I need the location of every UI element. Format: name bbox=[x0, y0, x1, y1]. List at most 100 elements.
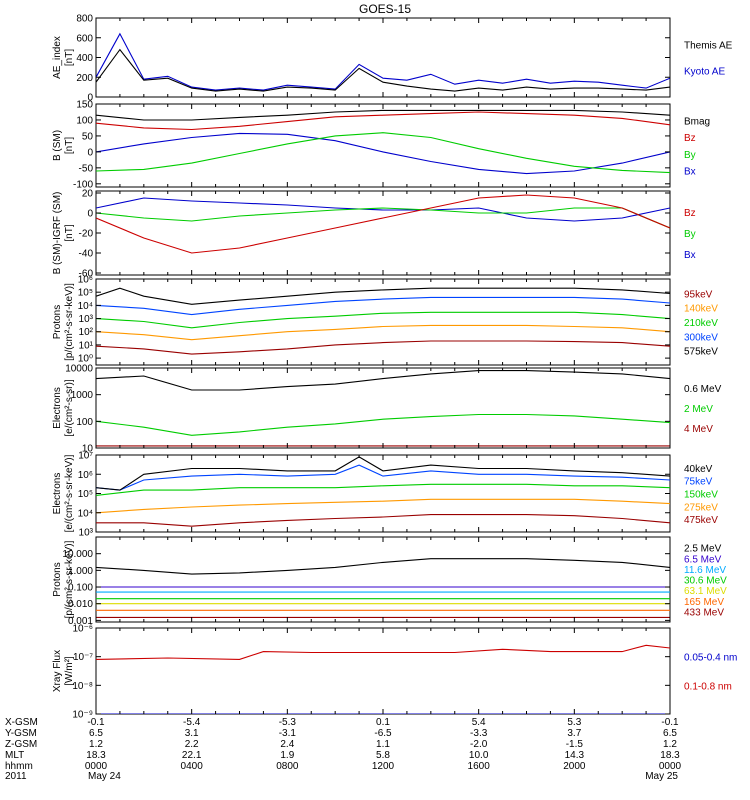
panel-frame bbox=[95, 190, 671, 276]
y-tick-label: 20 bbox=[82, 189, 94, 200]
panel-frame bbox=[95, 454, 671, 533]
x-tick-value: 10.0 bbox=[469, 750, 489, 761]
y-tick-label: 10⁻⁷ bbox=[73, 652, 93, 663]
panel-frame bbox=[95, 367, 671, 449]
x-tick-value: 2.4 bbox=[280, 739, 294, 750]
y-axis-label-line: B (SM)-IGRF (SM) bbox=[52, 192, 63, 275]
y-axis-label-line: [nT] bbox=[64, 137, 75, 154]
y-axis-label-line: Protons bbox=[52, 562, 63, 596]
x-row-label-mlt: MLT bbox=[5, 750, 24, 761]
legend-433-mev: 433 MeV bbox=[684, 607, 724, 618]
x-tick-value: 5.3 bbox=[567, 717, 581, 728]
legend-4-mev: 4 MeV bbox=[684, 424, 713, 435]
x-tick-value: 0.1 bbox=[376, 717, 390, 728]
series-line-by bbox=[96, 207, 670, 229]
x-tick-value: -3.1 bbox=[279, 728, 297, 739]
legend-by: By bbox=[684, 150, 696, 161]
y-tick-label: 10000 bbox=[65, 364, 93, 375]
x-tick-value: 2000 bbox=[563, 761, 586, 772]
y-axis-label-line: [p/(cm²-s-sr-keV)] bbox=[64, 283, 75, 361]
y-tick-label: 0 bbox=[87, 209, 93, 220]
panel-8: 10⁻⁹ 10⁻⁸ 10⁻⁷ 10⁻⁶ Xray Flux [W/m²] 0.05-0.4 … bbox=[52, 624, 737, 721]
x-tick-value: 1200 bbox=[372, 761, 395, 772]
x-tick-value: -2.0 bbox=[470, 739, 488, 750]
legend-300kev: 300keV bbox=[684, 332, 718, 343]
series-group bbox=[96, 456, 670, 527]
legend-95kev: 95keV bbox=[684, 289, 713, 300]
panel-frame bbox=[95, 103, 671, 188]
y-tick-label: 0 bbox=[87, 147, 93, 158]
series-line-300kev bbox=[96, 296, 670, 316]
y-tick-label: 100 bbox=[76, 115, 93, 126]
x-tick-value: 5.8 bbox=[376, 750, 390, 761]
legend-bmag: Bmag bbox=[684, 117, 710, 128]
legend-6-5-mev: 6.5 MeV bbox=[684, 554, 722, 565]
x-row-label-hhmm: hhmm bbox=[5, 761, 33, 772]
panel-frame bbox=[95, 17, 671, 98]
series-line-475kev bbox=[96, 514, 670, 527]
legend-0-05-0-4-nm: 0.05-0.4 nm bbox=[684, 653, 737, 664]
series-line-by bbox=[96, 132, 670, 174]
series-line-210kev bbox=[96, 311, 670, 329]
series-line-bz bbox=[96, 194, 670, 254]
x-tick-value: -6.5 bbox=[374, 728, 392, 739]
legend-2-5-mev: 2.5 MeV bbox=[684, 544, 722, 555]
series-group bbox=[96, 109, 670, 175]
x-tick-value: 0000 bbox=[659, 761, 682, 772]
x-tick-value: 14.3 bbox=[565, 750, 585, 761]
y-tick-label: 600 bbox=[76, 33, 93, 44]
y-tick-label: -50 bbox=[79, 163, 94, 174]
legend-63-1-mev: 63.1 MeV bbox=[684, 586, 727, 597]
y-axis-label: Electrons [e/(cm²-s-sr)] bbox=[52, 379, 75, 436]
legend-by: By bbox=[684, 229, 696, 240]
legend-140kev: 140keV bbox=[684, 304, 718, 315]
legend-themis-ae: Themis AE bbox=[684, 40, 733, 51]
series-line-40kev bbox=[96, 456, 670, 491]
series-group bbox=[96, 370, 670, 447]
x-tick-value: -1.5 bbox=[566, 739, 584, 750]
legend-kyoto-ae: Kyoto AE bbox=[684, 67, 725, 78]
y-tick-label: -100 bbox=[73, 179, 93, 190]
y-axis-label: AE_index [nT] bbox=[52, 36, 75, 79]
series-group bbox=[96, 194, 670, 254]
y-tick-label: 10⁴ bbox=[78, 301, 93, 312]
y-tick-label: 1000 bbox=[71, 390, 94, 401]
x-tick-value: -0.1 bbox=[661, 717, 679, 728]
y-tick-label: 100 bbox=[76, 417, 93, 428]
series-line-275kev bbox=[96, 498, 670, 514]
y-axis-label-line: AE_index bbox=[52, 36, 63, 79]
x-tick-value: 6.5 bbox=[663, 728, 677, 739]
series-line-95kev bbox=[96, 340, 670, 355]
legend-275kev: 275keV bbox=[684, 502, 718, 513]
y-axis-label-line: [e/(cm²-s-sr-keV)] bbox=[64, 454, 75, 532]
y-axis-label-line: Protons bbox=[52, 305, 63, 339]
series-line-575kev bbox=[96, 287, 670, 305]
y-axis-label-line: Electrons bbox=[52, 473, 63, 515]
x-tick-value: 3.1 bbox=[185, 728, 199, 739]
x-tick-value: -5.4 bbox=[183, 717, 201, 728]
series-group bbox=[96, 558, 670, 618]
y-axis-label-line: Electrons bbox=[52, 387, 63, 429]
y-tick-label: 0.100 bbox=[68, 583, 93, 594]
legend-30-6-mev: 30.6 MeV bbox=[684, 576, 727, 587]
y-axis-label-line: Xray Flux bbox=[52, 650, 63, 692]
x-tick-value: -3.3 bbox=[470, 728, 488, 739]
x-tick-value: May 24 bbox=[88, 771, 121, 782]
y-tick-label: 10⁷ bbox=[78, 451, 93, 462]
y-tick-label: -20 bbox=[79, 229, 94, 240]
y-tick-label: -60 bbox=[79, 269, 94, 280]
panel-frame bbox=[95, 278, 671, 366]
x-row-label-x-gsm: X-GSM bbox=[5, 717, 38, 728]
legend-210kev: 210keV bbox=[684, 318, 718, 329]
panel-frame bbox=[95, 536, 671, 623]
y-axis-label: B (SM) [nT] bbox=[52, 130, 75, 161]
series-line-140kev bbox=[96, 324, 670, 341]
series-line-75kev bbox=[96, 464, 670, 491]
series-line-bx bbox=[96, 197, 670, 222]
y-axis-label-line: [p/(cm²-s-sr-keV)] bbox=[64, 540, 75, 618]
legend-bz: Bz bbox=[684, 133, 696, 144]
